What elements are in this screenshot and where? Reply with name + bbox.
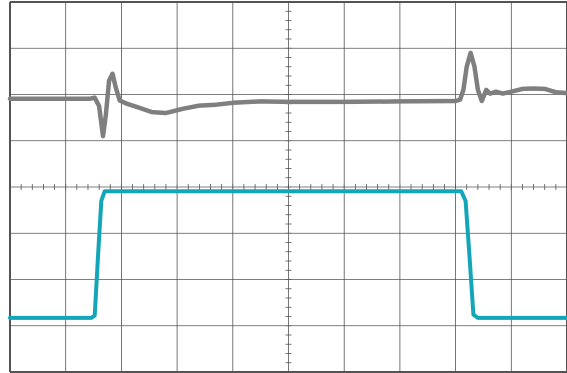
trace-line-2	[8, 189, 567, 320]
trace-line-1	[7, 50, 567, 139]
traces	[7, 50, 567, 320]
graticule	[9, 1, 567, 373]
